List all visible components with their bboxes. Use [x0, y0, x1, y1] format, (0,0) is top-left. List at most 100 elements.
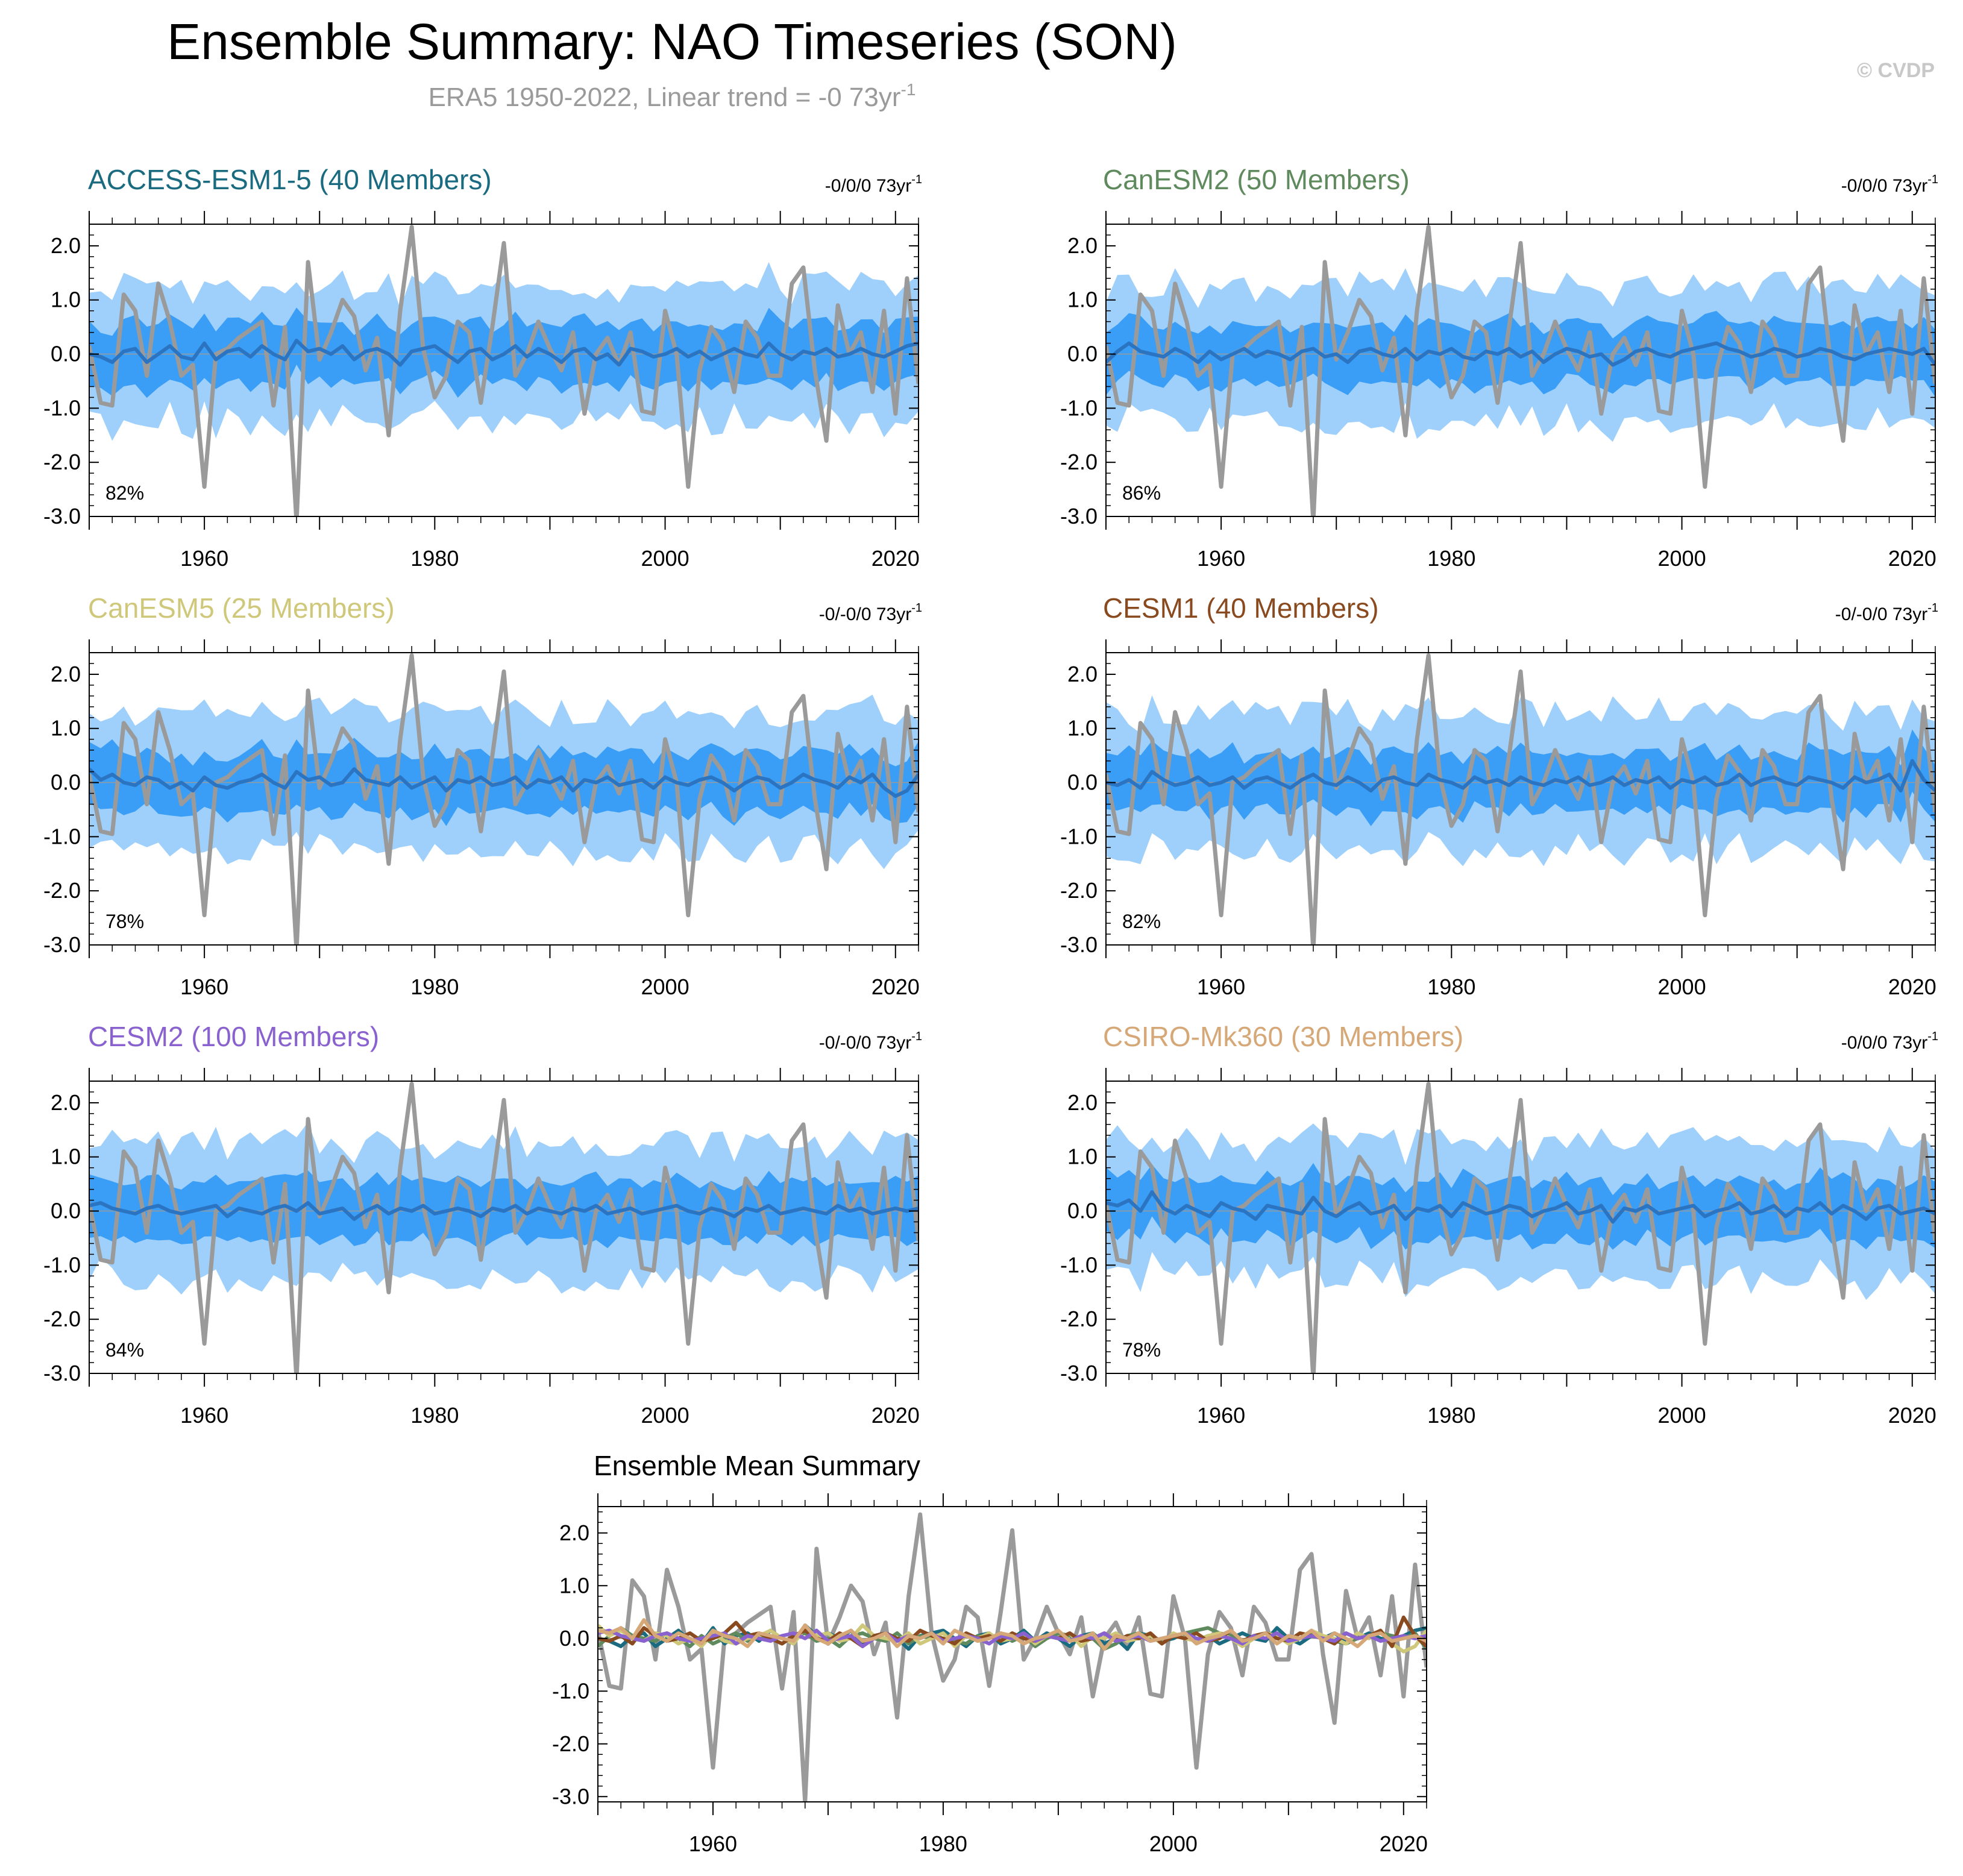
x-tick-label: 1960 — [180, 1403, 228, 1428]
panel-grid: ACCESS-ESM1-5 (40 Members) -0/0/0 73yr-18… — [43, 164, 1938, 1856]
plot-area — [1106, 1082, 1935, 1373]
plot-area — [598, 1512, 1427, 1802]
y-tick-label: 0.0 — [1067, 770, 1098, 795]
plot-area — [89, 1082, 919, 1373]
x-tick-label: 1980 — [1427, 546, 1475, 571]
y-tick-label: -3.0 — [1060, 932, 1098, 957]
x-tick-label: 2000 — [641, 1403, 689, 1428]
x-tick-label: 2000 — [641, 546, 689, 571]
subtitle-superscript: -1 — [901, 80, 916, 99]
trend-label: -0/-0/0 73yr-1 — [1835, 601, 1938, 624]
ensemble-mean-line — [89, 767, 919, 798]
y-tick-label: 1.0 — [51, 1144, 81, 1169]
y-tick-label: 2.0 — [51, 1090, 81, 1115]
y-tick-label: -1.0 — [1060, 395, 1098, 420]
y-tick-label: -1.0 — [1060, 824, 1098, 849]
y-tick-label: 2.0 — [51, 233, 81, 258]
ensemble-mean-line — [89, 1201, 919, 1221]
y-tick-label: -1.0 — [43, 395, 81, 420]
trend-label-superscript: -1 — [911, 601, 922, 615]
copyright-watermark: © CVDP — [1857, 59, 1935, 82]
trend-label: -0/0/0 73yr-1 — [825, 173, 922, 196]
figure-title: Ensemble Summary: NAO Timeseries (SON) — [167, 13, 1177, 70]
y-tick-label: -1.0 — [43, 824, 81, 849]
observations-line — [1106, 1082, 1935, 1373]
panel-title: CESM2 (100 Members) — [88, 1021, 379, 1052]
trend-label-superscript: -1 — [1927, 1030, 1938, 1043]
x-tick-label: 1980 — [410, 546, 459, 571]
y-tick-label: 1.0 — [559, 1573, 589, 1598]
y-tick-label: -2.0 — [1060, 1307, 1098, 1331]
x-tick-label: 2020 — [872, 546, 920, 571]
x-tick-label: 1960 — [1197, 974, 1245, 999]
y-tick-label: -2.0 — [43, 450, 81, 474]
panel-title: ACCESS-ESM1-5 (40 Members) — [88, 164, 492, 195]
y-tick-label: 1.0 — [1067, 1144, 1098, 1169]
x-tick-label: 2000 — [1658, 1403, 1706, 1428]
x-tick-label: 2000 — [1149, 1831, 1198, 1856]
ensemble-mean-line — [1106, 341, 1935, 367]
trend-label: -0/-0/0 73yr-1 — [819, 601, 922, 624]
subtitle-text: ERA5 1950-2022, Linear trend = -0 73yr — [429, 83, 901, 112]
x-tick-label: 2020 — [872, 1403, 920, 1428]
trend-label: -0/0/0 73yr-1 — [1841, 173, 1938, 196]
trend-label-text: -0/-0/0 73yr — [819, 604, 911, 624]
y-tick-label: -3.0 — [552, 1784, 589, 1809]
x-tick-label: 2000 — [641, 974, 689, 999]
y-tick-label: 0.0 — [559, 1626, 589, 1651]
y-tick-label: 1.0 — [51, 287, 81, 312]
x-tick-label: 2020 — [1888, 546, 1936, 571]
observations-line — [1106, 653, 1935, 945]
trend-label-superscript: -1 — [911, 173, 922, 186]
panel-title: CSIRO-Mk360 (30 Members) — [1103, 1021, 1463, 1052]
panel-title: CanESM2 (50 Members) — [1103, 164, 1410, 195]
panel-5: CESM2 (100 Members) -0/-0/0 73yr-1 84% 2.0 1… — [43, 1021, 922, 1428]
x-tick-label: 1960 — [1197, 546, 1245, 571]
observations-line — [89, 1082, 919, 1373]
y-tick-label: -3.0 — [43, 1361, 81, 1385]
y-tick-label: 2.0 — [1067, 233, 1098, 258]
observations-line — [598, 1512, 1427, 1802]
y-tick-label: -3.0 — [43, 504, 81, 529]
x-tick-label: 2020 — [1888, 1403, 1936, 1428]
y-tick-label: -3.0 — [1060, 504, 1098, 529]
x-tick-label: 1960 — [180, 974, 228, 999]
panel-title: Ensemble Mean Summary — [594, 1450, 920, 1481]
y-tick-label: -3.0 — [43, 932, 81, 957]
plot-area — [1106, 653, 1935, 945]
y-tick-label: -1.0 — [43, 1252, 81, 1277]
y-tick-label: 0.0 — [51, 342, 81, 366]
panel-title: CanESM5 (25 Members) — [88, 592, 395, 624]
x-tick-label: 1980 — [1427, 974, 1475, 999]
figure-subtitle: ERA5 1950-2022, Linear trend = -0 73yr-1 — [429, 80, 916, 112]
y-tick-label: -1.0 — [1060, 1252, 1098, 1277]
y-tick-label: 0.0 — [51, 770, 81, 795]
trend-label-superscript: -1 — [1927, 601, 1938, 615]
percent-label: 78% — [105, 911, 144, 932]
x-tick-label: 1960 — [689, 1831, 737, 1856]
x-tick-label: 2020 — [1888, 974, 1936, 999]
y-tick-label: 1.0 — [1067, 287, 1098, 312]
percent-label: 82% — [105, 482, 144, 504]
trend-label-superscript: -1 — [911, 1030, 922, 1043]
y-tick-label: -2.0 — [1060, 878, 1098, 903]
y-tick-label: 2.0 — [559, 1520, 589, 1545]
ensemble-mean-line — [89, 339, 919, 367]
panel-1: ACCESS-ESM1-5 (40 Members) -0/0/0 73yr-1 8… — [43, 164, 922, 571]
panel-3: CanESM5 (25 Members) -0/-0/0 73yr-1 78% 2.0… — [43, 592, 922, 999]
y-tick-label: 2.0 — [1067, 662, 1098, 686]
x-tick-label: 1960 — [1197, 1403, 1245, 1428]
percent-label: 86% — [1122, 482, 1161, 504]
trend-label-text: -0/-0/0 73yr — [1835, 604, 1927, 624]
x-tick-label: 2020 — [1380, 1831, 1428, 1856]
plot-area — [89, 225, 919, 516]
panel-title: CESM1 (40 Members) — [1103, 592, 1379, 624]
trend-label-text: -0/0/0 73yr — [825, 176, 911, 196]
y-tick-label: -3.0 — [1060, 1361, 1098, 1385]
trend-label: -0/0/0 73yr-1 — [1841, 1030, 1938, 1053]
ensemble-mean-series-5 — [598, 1628, 1427, 1648]
percent-label: 84% — [105, 1339, 144, 1361]
trend-label-text: -0/-0/0 73yr — [819, 1033, 911, 1053]
x-tick-label: 1980 — [919, 1831, 967, 1856]
x-tick-label: 1980 — [1427, 1403, 1475, 1428]
